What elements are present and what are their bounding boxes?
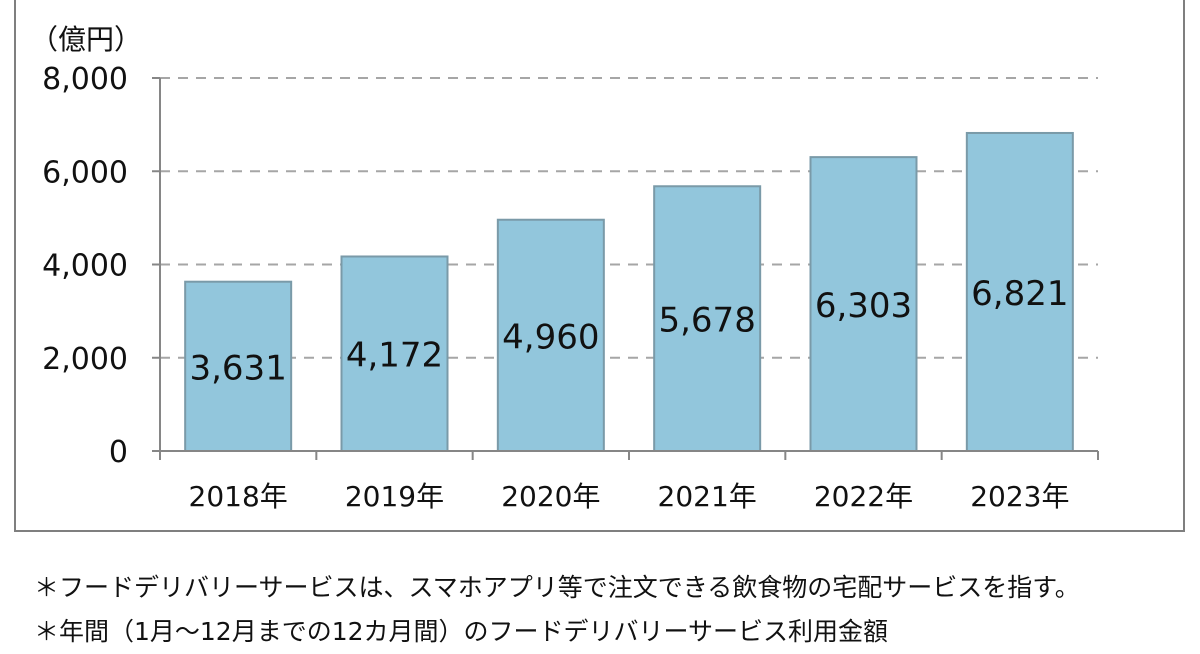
y-tick-label: 6,000 xyxy=(42,155,128,190)
bar xyxy=(965,131,1074,452)
bar-value-label: 5,678 xyxy=(658,301,755,341)
x-tick-label: 2020年 xyxy=(501,480,600,513)
bar-value-label: 3,631 xyxy=(189,348,286,388)
bar xyxy=(496,218,605,452)
x-tick-label: 2018年 xyxy=(189,480,288,513)
bar xyxy=(809,156,918,452)
bar-chart: 0 2,000 4,000 6,000 8,000 3,631 2018年 4,172 2019… xyxy=(30,23,1099,513)
footnote-definition: ＊フードデリバリーサービスは、スマホアプリ等で注文できる飲食物の宅配サービスを指… xyxy=(34,573,1080,602)
footnotes: ＊フードデリバリーサービスは、スマホアプリ等で注文できる飲食物の宅配サービスを指… xyxy=(34,566,1080,654)
bar-value-label: 4,960 xyxy=(502,317,599,357)
y-tick-label: 4,000 xyxy=(42,249,128,284)
x-tick-label: 2023年 xyxy=(970,480,1069,513)
chart-frame xyxy=(14,0,1185,532)
bar-value-label: 6,821 xyxy=(971,274,1068,314)
bar-value-label: 4,172 xyxy=(346,336,443,376)
bar xyxy=(653,185,762,452)
x-tick-label: 2019年 xyxy=(345,480,444,513)
bar xyxy=(340,255,449,452)
grid-lines xyxy=(160,77,1098,359)
x-tick-label: 2022年 xyxy=(814,480,913,513)
bar-value-label: 6,303 xyxy=(815,286,912,326)
footnote-period: ＊年間（1月～12月までの12カ月間）のフードデリバリーサービス利用金額 xyxy=(34,617,889,646)
x-tick-label: 2021年 xyxy=(658,480,757,513)
y-tick-label: 0 xyxy=(109,435,128,470)
bar xyxy=(184,280,293,452)
unit-label: （億円） xyxy=(30,23,142,56)
y-tick-label: 8,000 xyxy=(42,62,128,97)
labels: 0 2,000 4,000 6,000 8,000 3,631 2018年 4,172 2019… xyxy=(42,62,1069,513)
y-tick-label: 2,000 xyxy=(42,342,128,377)
axes xyxy=(152,77,1099,460)
bars xyxy=(184,131,1074,452)
